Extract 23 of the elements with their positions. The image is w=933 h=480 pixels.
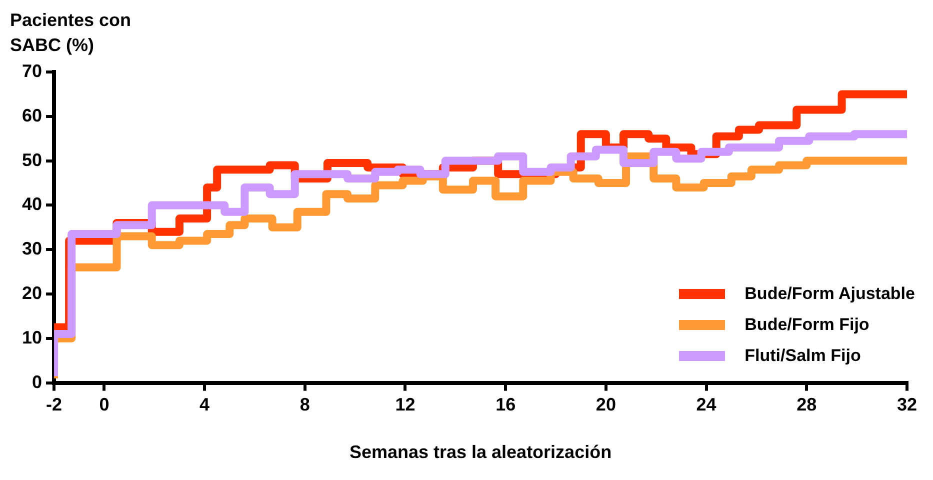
x-tick-label: -2 [46,394,62,415]
y-axis-title: Pacientes con SABC (%) [10,9,132,57]
x-tick-label: 4 [200,394,210,415]
x-tick-label: 16 [496,394,516,415]
x-tick-label: 24 [696,394,716,415]
y-tick-label: 20 [22,282,42,303]
y-tick-label: 10 [22,327,42,348]
x-tick-label: 20 [596,394,616,415]
legend-label: Bude/Form Fijo [744,314,870,334]
y-tick-label: 30 [22,238,42,259]
y-tick-label: 70 [22,60,42,81]
x-tick-label: 12 [395,394,416,415]
legend-label: Fluti/Salm Fijo [744,346,861,366]
legend-label: Bude/Form Ajustable [744,284,915,304]
x-axis-title: Semanas tras la aleatorización [349,442,612,462]
y-tick-label: 40 [22,194,42,214]
y-tick-label: 50 [22,150,42,170]
y-tick-label: 0 [32,372,42,392]
x-tick-label: 0 [99,394,110,415]
x-tick-label: 28 [796,394,817,415]
x-tick-label: 32 [896,394,918,415]
y-tick-label: 60 [22,105,42,126]
x-tick-label: 8 [300,394,310,415]
